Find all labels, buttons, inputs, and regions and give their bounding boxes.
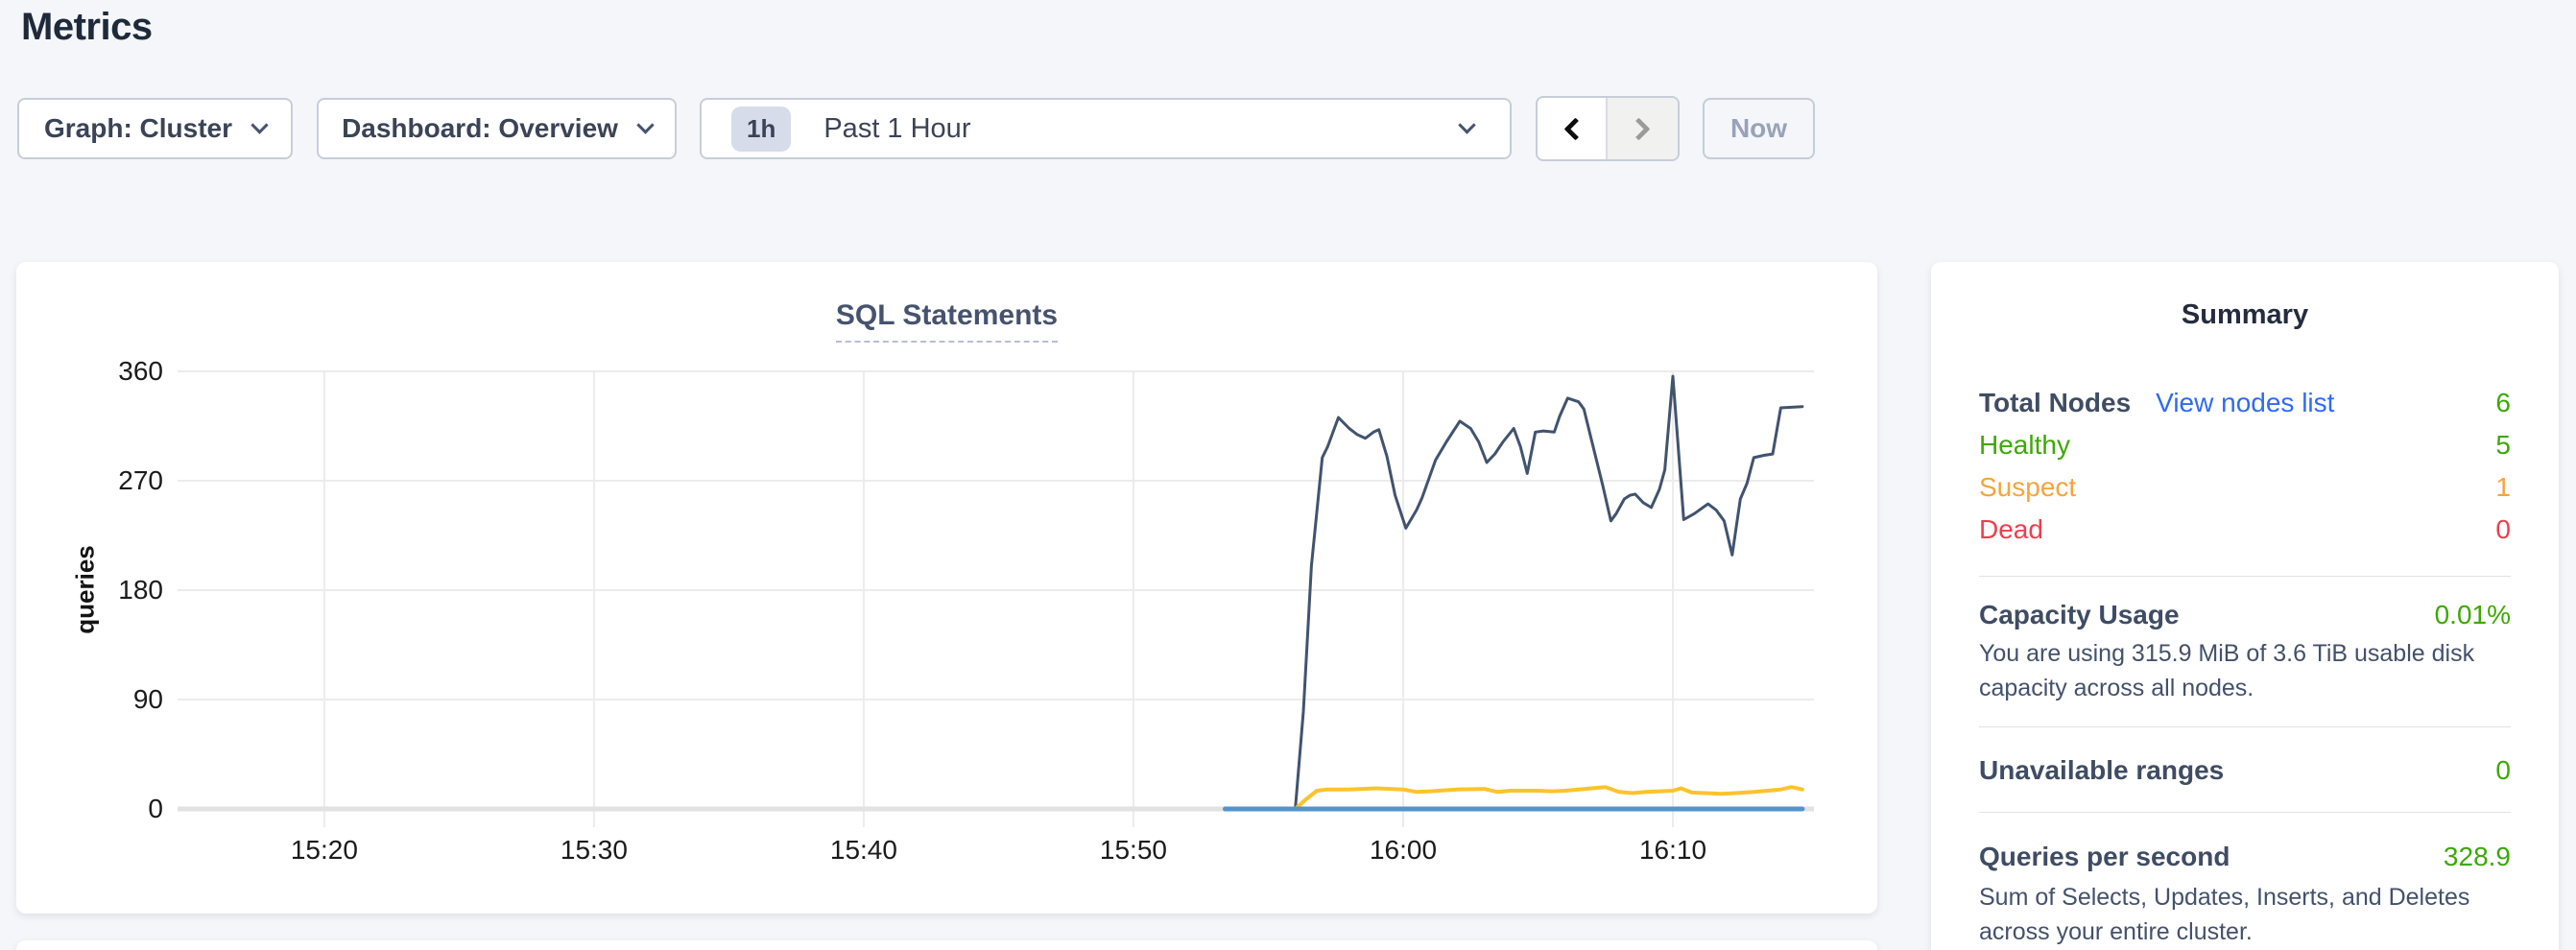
summary-panel: Summary Total Nodes View nodes list 6 He… bbox=[1931, 262, 2559, 950]
queries-per-second-row: Queries per second 328.9 bbox=[1979, 836, 2511, 878]
capacity-usage-label: Capacity Usage bbox=[1979, 600, 2180, 629]
y-tick-label: 180 bbox=[118, 575, 163, 605]
healthy-value: 5 bbox=[2495, 430, 2511, 460]
unavailable-ranges-value: 0 bbox=[2495, 755, 2511, 785]
dead-value: 0 bbox=[2495, 514, 2511, 544]
suspect-label: Suspect bbox=[1979, 472, 2077, 502]
total-nodes-row: Total Nodes View nodes list 6 bbox=[1979, 382, 2511, 424]
line-chart-plot[interactable] bbox=[178, 370, 1814, 832]
x-tick-label: 15:20 bbox=[290, 835, 358, 865]
chevron-down-icon bbox=[250, 115, 269, 134]
dead-label: Dead bbox=[1979, 514, 2043, 544]
queries-per-second-value: 328.9 bbox=[2443, 842, 2511, 871]
y-tick-label: 0 bbox=[148, 794, 163, 823]
series-yellow bbox=[1293, 785, 1804, 811]
suspect-value: 1 bbox=[2495, 472, 2511, 502]
healthy-label: Healthy bbox=[1979, 430, 2070, 460]
queries-per-second-description: Sum of Selects, Updates, Inserts, and De… bbox=[1979, 884, 2470, 945]
next-chart-card bbox=[16, 940, 1877, 950]
divider bbox=[1979, 812, 2511, 813]
next-time-button[interactable] bbox=[1608, 98, 1678, 159]
x-tick-label: 15:50 bbox=[1099, 835, 1167, 865]
graph-scope-label: Graph: Cluster bbox=[43, 113, 233, 143]
time-step-control bbox=[1536, 96, 1680, 161]
chart-title[interactable]: SQL Statements bbox=[835, 299, 1059, 343]
time-window-label: Past 1 Hour bbox=[823, 112, 971, 144]
sql-statements-chart-card: SQL Statements queries 0 90 180 270 360 15:2… bbox=[16, 262, 1877, 914]
dashboard-label: Dashboard: Overview bbox=[342, 113, 618, 143]
unavailable-ranges-row: Unavailable ranges 0 bbox=[1979, 749, 2511, 792]
dead-nodes-row: Dead 0 bbox=[1979, 509, 2511, 551]
series-navy bbox=[1294, 374, 1804, 811]
divider bbox=[1979, 576, 2511, 577]
time-window-selector[interactable]: 1h Past 1 Hour bbox=[700, 98, 1512, 159]
divider bbox=[1979, 726, 2511, 727]
capacity-usage-row: Capacity Usage 0.01% bbox=[1979, 594, 2511, 636]
x-tick-label: 16:10 bbox=[1638, 835, 1707, 865]
time-preset-badge: 1h bbox=[731, 106, 792, 152]
now-button[interactable]: Now bbox=[1703, 98, 1815, 159]
total-nodes-value: 6 bbox=[2495, 388, 2511, 417]
summary-title: Summary bbox=[2181, 299, 2309, 330]
queries-per-second-label: Queries per second bbox=[1979, 842, 2230, 871]
chevron-right-icon bbox=[1627, 116, 1651, 141]
x-tick-label: 15:40 bbox=[829, 835, 897, 865]
x-tick-label: 16:00 bbox=[1369, 835, 1438, 865]
capacity-usage-description: You are using 315.9 MiB of 3.6 TiB usabl… bbox=[1979, 640, 2475, 701]
chevron-left-icon bbox=[1563, 116, 1587, 141]
healthy-nodes-row: Healthy 5 bbox=[1979, 424, 2511, 466]
y-tick-label: 270 bbox=[118, 465, 163, 495]
y-tick-label: 360 bbox=[118, 356, 163, 386]
view-nodes-link[interactable]: View nodes list bbox=[2156, 388, 2335, 417]
graph-scope-dropdown[interactable]: Graph: Cluster bbox=[17, 98, 293, 159]
dashboard-dropdown[interactable]: Dashboard: Overview bbox=[317, 98, 677, 159]
x-tick-label: 15:30 bbox=[560, 835, 628, 865]
capacity-usage-value: 0.01% bbox=[2434, 600, 2511, 629]
chevron-down-icon bbox=[1458, 116, 1476, 134]
total-nodes-label: Total Nodes bbox=[1979, 388, 2132, 417]
page-title: Metrics bbox=[21, 6, 153, 48]
previous-time-button[interactable] bbox=[1538, 98, 1608, 159]
y-tick-label: 90 bbox=[132, 684, 163, 714]
chevron-down-icon bbox=[636, 115, 655, 134]
suspect-nodes-row: Suspect 1 bbox=[1979, 466, 2511, 509]
unavailable-ranges-label: Unavailable ranges bbox=[1979, 755, 2225, 785]
